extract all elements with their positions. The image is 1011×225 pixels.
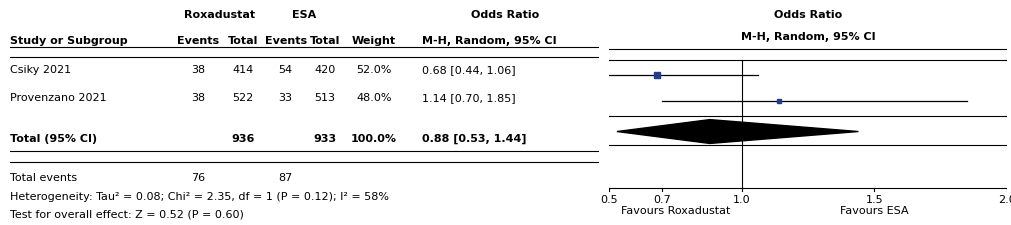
Text: 0.7: 0.7 [652,195,670,205]
Text: 48.0%: 48.0% [356,92,391,102]
Text: 54: 54 [278,64,292,74]
Text: 522: 522 [232,92,253,102]
Text: Favours Roxadustat: Favours Roxadustat [620,205,729,215]
Text: 52.0%: 52.0% [356,64,391,74]
Text: 1.14 [0.70, 1.85]: 1.14 [0.70, 1.85] [422,92,516,102]
Text: 0.88 [0.53, 1.44]: 0.88 [0.53, 1.44] [422,133,527,144]
Text: 420: 420 [314,64,336,74]
Text: Events: Events [177,36,219,46]
Text: Weight: Weight [352,36,395,46]
Text: Csiky 2021: Csiky 2021 [10,64,71,74]
Text: 0.68 [0.44, 1.06]: 0.68 [0.44, 1.06] [422,64,516,74]
Text: 414: 414 [232,64,253,74]
Text: 1.0: 1.0 [732,195,750,205]
Text: ESA: ESA [292,10,316,20]
Text: 1.5: 1.5 [864,195,883,205]
Text: Total: Total [227,36,258,46]
Text: 38: 38 [191,64,205,74]
Text: Provenzano 2021: Provenzano 2021 [10,92,106,102]
Text: M-H, Random, 95% CI: M-H, Random, 95% CI [422,36,556,46]
Text: Total (95% CI): Total (95% CI) [10,133,97,143]
Text: 936: 936 [231,133,254,143]
Text: 33: 33 [278,92,292,102]
Text: 0.5: 0.5 [600,195,617,205]
Text: M-H, Random, 95% CI: M-H, Random, 95% CI [740,32,875,42]
Text: 38: 38 [191,92,205,102]
Text: Total events: Total events [10,172,77,182]
Text: 513: 513 [314,92,336,102]
Text: 76: 76 [191,172,205,182]
Text: Roxadustat: Roxadustat [183,10,255,20]
Text: 2.0: 2.0 [997,195,1011,205]
Text: 100.0%: 100.0% [351,133,396,143]
Text: 87: 87 [278,172,292,182]
Text: Odds Ratio: Odds Ratio [773,10,841,20]
Text: Favours ESA: Favours ESA [839,205,908,215]
Text: Study or Subgroup: Study or Subgroup [10,36,127,46]
Polygon shape [617,120,857,144]
Text: Heterogeneity: Tau² = 0.08; Chi² = 2.35, df = 1 (P = 0.12); I² = 58%: Heterogeneity: Tau² = 0.08; Chi² = 2.35,… [10,191,389,201]
Text: Odds Ratio: Odds Ratio [470,10,538,20]
Text: Total: Total [309,36,340,46]
Text: Test for overall effect: Z = 0.52 (P = 0.60): Test for overall effect: Z = 0.52 (P = 0… [10,209,244,219]
Text: 933: 933 [313,133,337,143]
Text: Events: Events [264,36,306,46]
